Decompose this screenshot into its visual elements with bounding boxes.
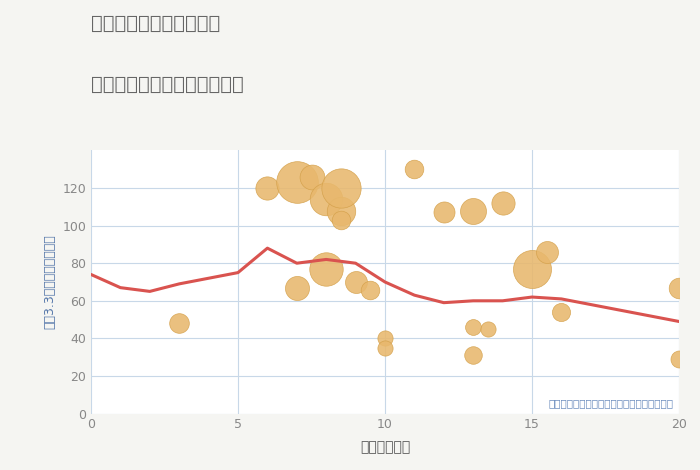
Point — [291, 284, 302, 291]
Point — [468, 323, 479, 331]
Point — [335, 184, 346, 192]
Y-axis label: 坪（3.3㎡）単価（万円）: 坪（3.3㎡）単価（万円） — [43, 235, 57, 329]
X-axis label: 駅距離（分）: 駅距離（分） — [360, 440, 410, 454]
Point — [673, 355, 685, 363]
Point — [306, 173, 317, 180]
Point — [321, 196, 332, 203]
Point — [335, 216, 346, 224]
Point — [468, 352, 479, 359]
Text: 円の大きさは、取引のあった物件面積を示す: 円の大きさは、取引のあった物件面積を示す — [548, 398, 673, 408]
Point — [409, 165, 420, 173]
Point — [673, 284, 685, 291]
Point — [379, 335, 391, 342]
Point — [321, 265, 332, 273]
Point — [468, 207, 479, 214]
Point — [541, 248, 552, 256]
Point — [526, 265, 538, 273]
Point — [556, 308, 567, 316]
Point — [497, 199, 508, 207]
Point — [174, 320, 185, 327]
Text: 駅距離別中古マンション価格: 駅距離別中古マンション価格 — [91, 75, 244, 94]
Point — [379, 344, 391, 352]
Text: 愛知県稲沢市陸田宮前の: 愛知県稲沢市陸田宮前の — [91, 14, 220, 33]
Point — [291, 179, 302, 186]
Point — [350, 278, 361, 286]
Point — [262, 184, 273, 192]
Point — [438, 209, 449, 216]
Point — [482, 325, 493, 333]
Point — [365, 286, 376, 293]
Point — [335, 207, 346, 214]
